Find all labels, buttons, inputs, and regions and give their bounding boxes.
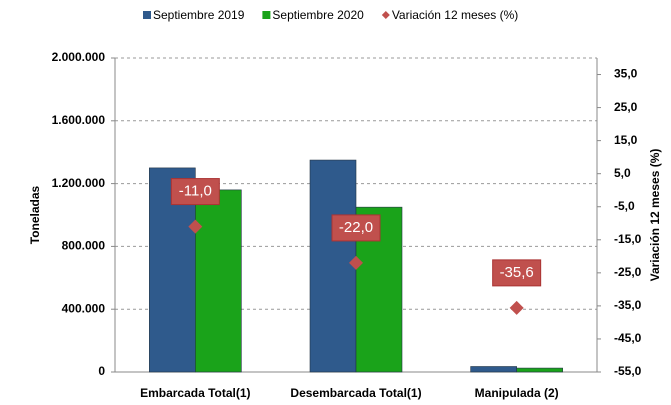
y-tick-label: 1.200.000 (52, 176, 106, 190)
y-tick-label: 400.000 (62, 301, 106, 315)
legend-label: Septiembre 2020 (272, 8, 364, 22)
bar (195, 189, 242, 373)
x-tick-label: Embarcada Total(1) (140, 386, 250, 400)
value-label: -22,0 (339, 219, 373, 236)
y-tick-label: 800.000 (62, 239, 106, 253)
legend-marker (381, 11, 390, 19)
bar (516, 367, 563, 373)
y-axis-title: Toneladas (28, 185, 42, 244)
value-label-box (331, 214, 381, 242)
x-tick-label: Manipulada (2) (475, 386, 559, 400)
value-label-box (492, 259, 542, 287)
y2-tick-label: -25,0 (614, 265, 642, 279)
legend-label: Septiembre 2019 (153, 8, 245, 22)
value-label-box (170, 178, 220, 206)
y2-tick-label: -35,0 (614, 298, 642, 312)
y2-tick-label: 5,0 (614, 166, 631, 180)
y2-tick-label: -55,0 (614, 364, 642, 378)
legend-swatch (143, 11, 151, 19)
marker (188, 219, 203, 234)
bar (309, 159, 357, 373)
legend-swatch (262, 11, 271, 19)
y2-tick-label: 15,0 (614, 133, 638, 147)
x-tick-label: Desembarcada Total(1) (290, 386, 421, 400)
value-label: -35,6 (500, 264, 534, 281)
value-label: -11,0 (179, 183, 212, 200)
y2-tick-label: 35,0 (614, 67, 638, 81)
y-tick-label: 1.600.000 (52, 113, 106, 127)
y2-axis-title: Variación 12 meses (%) (648, 149, 662, 282)
y2-tick-label: 25,0 (614, 100, 638, 114)
y2-tick-label: -45,0 (614, 331, 642, 345)
legend-label: Variación 12 meses (%) (392, 8, 519, 22)
marker (509, 300, 524, 315)
bar (470, 366, 517, 373)
marker (349, 255, 363, 270)
y2-tick-label: -15,0 (614, 232, 642, 246)
y-tick-label: 2.000.000 (52, 50, 106, 64)
y-tick-label: 0 (98, 364, 105, 378)
y2-tick-label: -5,0 (614, 199, 635, 213)
